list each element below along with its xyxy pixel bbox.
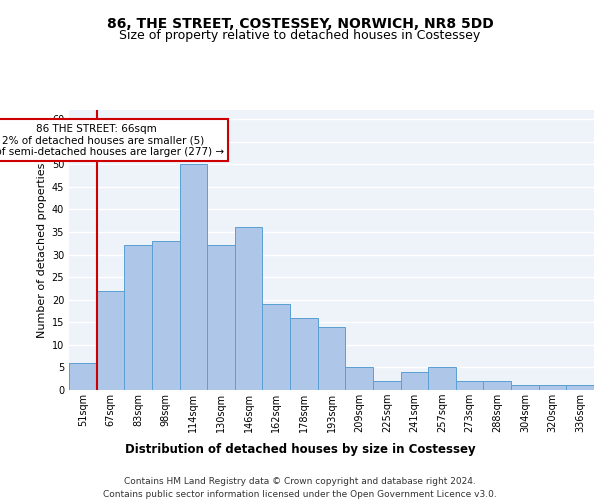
Bar — [97, 290, 124, 390]
Bar — [373, 381, 401, 390]
Text: Distribution of detached houses by size in Costessey: Distribution of detached houses by size … — [125, 442, 475, 456]
Bar — [456, 381, 484, 390]
Bar — [290, 318, 317, 390]
Bar — [511, 386, 539, 390]
Bar — [484, 381, 511, 390]
Bar — [207, 246, 235, 390]
Bar — [317, 327, 346, 390]
Bar — [262, 304, 290, 390]
Text: Contains public sector information licensed under the Open Government Licence v3: Contains public sector information licen… — [103, 490, 497, 499]
Bar — [179, 164, 207, 390]
Bar — [566, 386, 594, 390]
Bar — [428, 368, 456, 390]
Text: 86, THE STREET, COSTESSEY, NORWICH, NR8 5DD: 86, THE STREET, COSTESSEY, NORWICH, NR8 … — [107, 18, 493, 32]
Text: Contains HM Land Registry data © Crown copyright and database right 2024.: Contains HM Land Registry data © Crown c… — [124, 478, 476, 486]
Bar — [401, 372, 428, 390]
Bar — [124, 246, 152, 390]
Text: 86 THE STREET: 66sqm
← 2% of detached houses are smaller (5)
98% of semi-detache: 86 THE STREET: 66sqm ← 2% of detached ho… — [0, 124, 224, 156]
Y-axis label: Number of detached properties: Number of detached properties — [37, 162, 47, 338]
Bar — [152, 241, 179, 390]
Text: Size of property relative to detached houses in Costessey: Size of property relative to detached ho… — [119, 29, 481, 42]
Bar — [346, 368, 373, 390]
Bar — [69, 363, 97, 390]
Bar — [539, 386, 566, 390]
Bar — [235, 228, 262, 390]
